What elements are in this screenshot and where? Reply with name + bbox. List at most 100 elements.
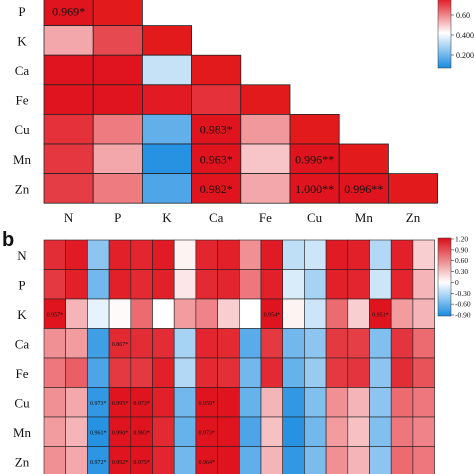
heatmap-cell-b [347, 328, 370, 359]
heatmap-cell-a [240, 143, 291, 175]
heatmap-cell-b [304, 239, 327, 270]
row-label-b: Zn [15, 454, 30, 469]
heatmap-cell-b [390, 298, 414, 329]
cell-annotation-b: 0.957* [47, 312, 64, 318]
panel-b-letter: b [2, 229, 14, 251]
heatmap-cell-b [390, 416, 414, 447]
heatmap-cell-b [325, 416, 349, 447]
heatmap-cell-b [173, 416, 197, 447]
heatmap-cell-b [195, 298, 218, 329]
cell-annotation-b: 0.972* [90, 460, 107, 466]
heatmap-cell-b [325, 239, 349, 270]
heatmap-cell-b [412, 298, 435, 329]
heatmap-diagonal-cell-a [289, 114, 340, 145]
heatmap-cell-a [240, 173, 291, 204]
cell-annotation-b: 0.990* [112, 430, 129, 436]
heatmap-cell-b [239, 269, 262, 300]
heatmap-cell-b [260, 357, 284, 388]
heatmap-cell-a [141, 54, 192, 86]
colorbar-b-tick-label: 0 [455, 278, 459, 287]
heatmap-cell-b [304, 446, 327, 474]
heatmap-cell-b [347, 239, 370, 270]
heatmap-cell-b [239, 357, 262, 388]
heatmap-cell-b [390, 328, 414, 359]
heatmap-cell-a [92, 143, 143, 175]
heatmap-cell-b [65, 387, 88, 418]
heatmap-cell-b [260, 328, 284, 359]
heatmap-cell-b [325, 446, 349, 474]
cell-annotation-b: 0.959* [199, 401, 216, 407]
heatmap-cell-b [347, 269, 370, 300]
heatmap-cell-b [260, 239, 284, 270]
heatmap-diagonal-cell-a [338, 143, 389, 175]
column-label-a: P [114, 210, 121, 225]
heatmap-cell-b [369, 357, 392, 388]
heatmap-cell-b [282, 387, 305, 418]
heatmap-cell-b [87, 298, 110, 329]
column-label-a: Fe [259, 210, 272, 225]
heatmap-cell-b [195, 328, 218, 359]
heatmap-cell-b [87, 328, 110, 359]
heatmap-cell-b [43, 446, 67, 474]
row-label-a: Ca [15, 63, 30, 78]
heatmap-cell-b [347, 298, 370, 329]
heatmap-cell-b [217, 357, 240, 388]
heatmap-cell-b [65, 269, 88, 300]
heatmap-cell-b [87, 357, 110, 388]
cell-annotation-b: 0.973* [199, 430, 216, 436]
cell-annotation-b: 0.961* [90, 430, 107, 436]
heatmap-cell-a [289, 143, 340, 175]
heatmap-cell-b [43, 387, 67, 418]
heatmap-cell-a [92, 84, 143, 115]
cell-annotation-a: 0.996** [344, 182, 383, 196]
heatmap-cell-b [239, 446, 262, 474]
heatmap-cell-a [43, 54, 94, 86]
heatmap-cell-b [282, 298, 305, 329]
heatmap-cell-b [43, 416, 67, 447]
heatmap-cell-b [260, 416, 284, 447]
row-label-b: K [17, 307, 27, 322]
colorbar-a-tick-label: 0.60 [456, 11, 470, 20]
heatmap-cell-b [412, 416, 435, 447]
heatmap-cell-b [304, 387, 327, 418]
heatmap-cell-b [239, 387, 262, 418]
heatmap-diagonal-cell-a [92, 0, 143, 27]
heatmap-cell-b [325, 328, 349, 359]
colorbar-b-tick-label: 0.30 [455, 267, 468, 276]
heatmap-cell-b [108, 357, 132, 388]
heatmap-cell-b [412, 269, 435, 300]
heatmap-cell-b [390, 387, 414, 418]
heatmap-cell-b [282, 357, 305, 388]
column-label-a: Cu [307, 210, 323, 225]
heatmap-cell-b [325, 357, 349, 388]
heatmap-cell-b [65, 446, 88, 474]
row-label-a: Cu [14, 122, 30, 137]
cell-annotation-b: 0.951* [372, 312, 389, 318]
heatmap-cell-b [152, 416, 175, 447]
cell-annotation-a: 0.963* [200, 152, 233, 166]
heatmap-diagonal-cell-a [240, 84, 291, 115]
colorbar-b-gradient [437, 237, 452, 317]
heatmap-cell-b [369, 446, 392, 474]
heatmap-cell-b [390, 446, 414, 474]
heatmap-cell-b [152, 446, 175, 474]
cell-annotation-b: 0.975* [133, 460, 150, 466]
row-label-b: Fe [16, 366, 29, 381]
heatmap-cell-b [43, 239, 67, 270]
heatmap-cell-a [43, 114, 94, 145]
heatmap-cell-b [412, 387, 435, 418]
heatmap-cell-b [239, 239, 262, 270]
heatmap-cell-b [130, 298, 153, 329]
heatmap-cell-b [239, 416, 262, 447]
heatmap-cell-b [43, 328, 67, 359]
heatmap-cell-b [347, 387, 370, 418]
heatmap-cell-b [390, 357, 414, 388]
heatmap-cell-b [412, 446, 435, 474]
heatmap-cell-b [65, 298, 88, 329]
heatmap-cell-b [152, 328, 175, 359]
heatmap-cell-b [173, 269, 197, 300]
heatmap-cell-a [92, 54, 143, 86]
column-label-a: Ca [209, 210, 224, 225]
colorbar-a-gradient [437, 0, 452, 69]
